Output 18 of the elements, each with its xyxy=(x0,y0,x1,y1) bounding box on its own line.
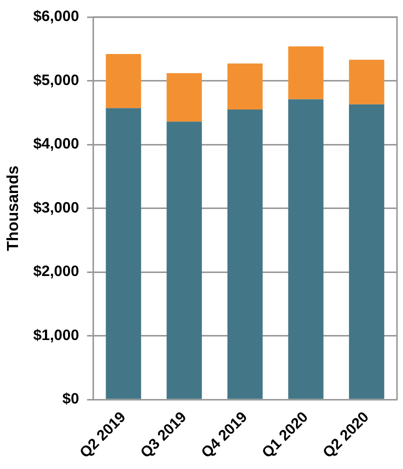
y-tick-label: $2,000 xyxy=(33,263,80,280)
y-tick-label: $4,000 xyxy=(33,136,80,153)
y-tick-label: $1,000 xyxy=(33,326,80,344)
y-tick-label: $0 xyxy=(62,390,80,408)
bar xyxy=(348,60,384,104)
y-tick-label: $6,000 xyxy=(33,8,80,26)
bar xyxy=(166,73,202,122)
bar xyxy=(288,46,324,100)
bar xyxy=(166,122,202,399)
y-tick-label: $5,000 xyxy=(33,72,80,89)
y-tick-label: $3,000 xyxy=(33,199,80,216)
bar xyxy=(106,108,142,399)
y-axis-title: Thousands xyxy=(5,166,22,251)
bar xyxy=(227,64,263,110)
bar xyxy=(348,104,384,399)
bar xyxy=(227,109,263,399)
bar xyxy=(288,99,324,399)
bar xyxy=(106,54,142,108)
